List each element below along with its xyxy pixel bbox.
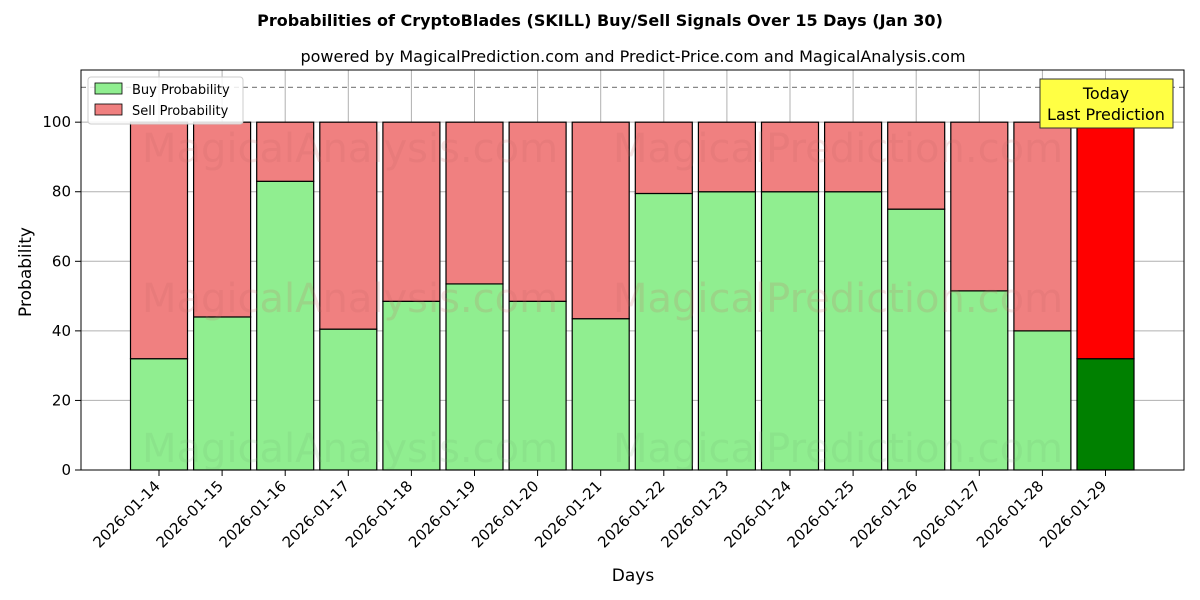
bar-buy [508,300,567,471]
today-annotation-line2: Last Prediction [1047,105,1165,124]
bar-sell [887,121,946,210]
bar-sell [445,121,504,285]
chart-title: Probabilities of CryptoBlades (SKILL) Bu… [257,11,943,30]
bar-sell [508,121,567,302]
x-axis-ticks: 2026-01-142026-01-152026-01-162026-01-17… [89,470,1110,551]
bars [129,121,1135,471]
bar-buy [571,318,630,471]
legend-label-buy: Buy Probability [132,83,230,98]
x-tick-label: 2026-01-14 [89,477,163,551]
bar-buy [887,208,946,471]
x-tick-label: 2026-01-27 [910,477,984,551]
y-tick-label: 60 [52,252,71,270]
x-tick-label: 2026-01-23 [657,477,731,551]
watermark: MagicalAnalysis.com [142,426,558,472]
bar-sell [382,121,441,302]
bar-sell [634,121,693,195]
y-axis-label: Probability [16,227,36,317]
y-tick-label: 80 [52,183,71,201]
legend: Buy Probability Sell Probability [87,76,244,125]
today-annotation-line1: Today [1082,84,1129,103]
y-tick-label: 100 [42,113,71,131]
bar-buy [1076,358,1135,471]
x-tick-label: 2026-01-24 [720,477,794,551]
bar-buy [319,328,378,471]
watermark: MagicalPrediction.com [613,126,1063,172]
y-tick-label: 40 [52,322,71,340]
watermarks: MagicalAnalysis.com MagicalPrediction.co… [142,126,1063,472]
bar-sell [571,121,630,320]
plot-frame [80,69,1185,471]
today-annotation-box [1039,78,1174,129]
x-axis-label: Days [612,566,655,586]
bar-sell [760,121,820,193]
bar-sell [950,121,1009,292]
bar-sell [1076,121,1135,360]
x-tick-label: 2026-01-25 [784,477,858,551]
bar-sell [129,121,189,360]
y-tick-label: 20 [52,391,71,409]
bar-buy [760,191,820,471]
x-tick-label: 2026-01-16 [216,477,290,551]
x-tick-label: 2026-01-18 [342,477,416,551]
y-axis-ticks: 0 20 40 60 80 100 [42,113,81,479]
bar-buy [256,180,315,471]
bar-buy [382,300,441,471]
x-tick-label: 2026-01-20 [468,477,542,551]
x-tick-label: 2026-01-26 [847,477,921,551]
bar-sell [319,121,378,330]
bar-buy [445,283,504,471]
bar-sell [1013,121,1072,332]
legend-swatch-sell [94,103,123,116]
legend-box [87,76,244,125]
x-tick-label: 2026-01-15 [153,477,227,551]
x-tick-label: 2026-01-19 [405,477,479,551]
today-annotation: Today Last Prediction [1039,78,1174,129]
y-tick-label: 0 [61,461,71,479]
chart-subtitle: powered by MagicalPrediction.com and Pre… [300,47,965,66]
legend-swatch-buy [94,82,123,95]
bar-buy [823,191,883,471]
x-tick-label: 2026-01-21 [531,477,605,551]
x-tick-label: 2026-01-17 [279,477,353,551]
watermark: MagicalAnalysis.com [142,126,558,172]
watermark: MagicalPrediction.com [613,426,1063,472]
legend-label-sell: Sell Probability [132,104,229,119]
watermark: MagicalPrediction.com [613,276,1063,322]
x-tick-label: 2026-01-29 [1036,477,1110,551]
watermark: MagicalAnalysis.com [142,276,558,322]
x-tick-label: 2026-01-28 [973,477,1047,551]
x-tick-label: 2026-01-22 [594,477,668,551]
bar-sell [697,121,757,193]
bar-buy [634,192,693,471]
bar-buy [697,191,757,471]
bar-buy [193,316,252,471]
bar-sell [256,121,315,182]
bar-sell [823,121,883,193]
